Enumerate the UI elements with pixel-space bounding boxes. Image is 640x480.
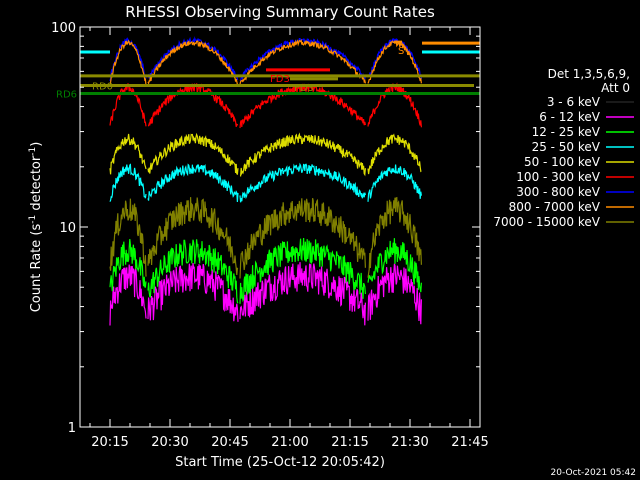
y-tick-label-1: 1 — [68, 421, 76, 436]
x-tick-label-21-15: 21:15 — [331, 435, 368, 450]
chart-title: RHESSI Observing Summary Count Rates — [125, 3, 435, 21]
y-tick-label-10: 10 — [59, 221, 76, 236]
y-axis-label-exp2: -1 — [28, 147, 38, 156]
legend-label-800-7000-kev: 800 - 7000 keV — [509, 200, 601, 214]
series-6-12-kev — [109, 262, 422, 326]
legend-label-50-100-kev: 50 - 100 keV — [524, 155, 601, 169]
legend-label-100-300-kev: 100 - 300 keV — [516, 170, 600, 184]
y-axis-label-end: ) — [29, 142, 44, 147]
ref-label-rd6: RD6 — [56, 90, 77, 101]
legend-header-line2: Att 0 — [601, 81, 630, 95]
legend-label-300-800-kev: 300 - 800 keV — [516, 185, 600, 199]
x-tick-label-21-00: 21:00 — [271, 435, 308, 450]
flag-label-0: FD3 — [270, 74, 290, 85]
flag-label-2: S — [398, 46, 404, 57]
y-axis-label-mid: detector — [29, 155, 44, 215]
legend-label-6-12-kev: 6 - 12 keV — [539, 110, 601, 124]
legend-header-line1: Det 1,3,5,6,9, — [548, 67, 630, 81]
y-axis-label-exp1: -1 — [28, 215, 38, 224]
x-tick-label-20-30: 20:30 — [151, 435, 188, 450]
x-tick-label-20-45: 20:45 — [211, 435, 248, 450]
legend-label-25-50-kev: 25 - 50 keV — [532, 140, 601, 154]
reference-lines: RD0 RD6 FD3 FD3 S — [56, 40, 480, 101]
series-25-50-kev — [109, 162, 422, 203]
legend-label-3-6-kev: 3 - 6 keV — [547, 95, 601, 109]
x-tick-label-21-30: 21:30 — [391, 435, 428, 450]
series-7000-15000-kev — [109, 196, 422, 279]
legend-label-7000-15000-kev: 7000 - 15000 keV — [493, 215, 600, 229]
series-layer — [109, 36, 422, 420]
series-800-7000-kev — [109, 38, 422, 87]
y-axis-label-main: Count Rate (s — [29, 224, 44, 313]
y-tick-label-100: 100 — [51, 21, 76, 36]
series-300-800-kev — [109, 36, 422, 83]
x-axis-label: Start Time (25-Oct-12 20:05:42) — [175, 455, 385, 470]
axis-ticks: 20:15 20:30 20:45 21:00 21:15 21:30 21:45 1 10 10… — [51, 21, 489, 450]
series-12-25-kev — [109, 237, 422, 304]
ref-label-rd0: RD0 — [92, 81, 113, 92]
series-3-6-kev — [109, 305, 422, 420]
x-tick-label-20-15: 20:15 — [91, 435, 128, 450]
timestamp: 20-Oct-2021 05:42 — [551, 468, 636, 478]
x-tick-label-21-45: 21:45 — [451, 435, 488, 450]
flag-label-1: FD3 — [294, 83, 314, 94]
y-axis-label: Count Rate (s-1 detector-1) — [28, 142, 44, 313]
series-100-300-kev — [109, 82, 422, 129]
series-50-100-kev — [109, 132, 422, 177]
legend-label-12-25-kev: 12 - 25 keV — [532, 125, 601, 139]
